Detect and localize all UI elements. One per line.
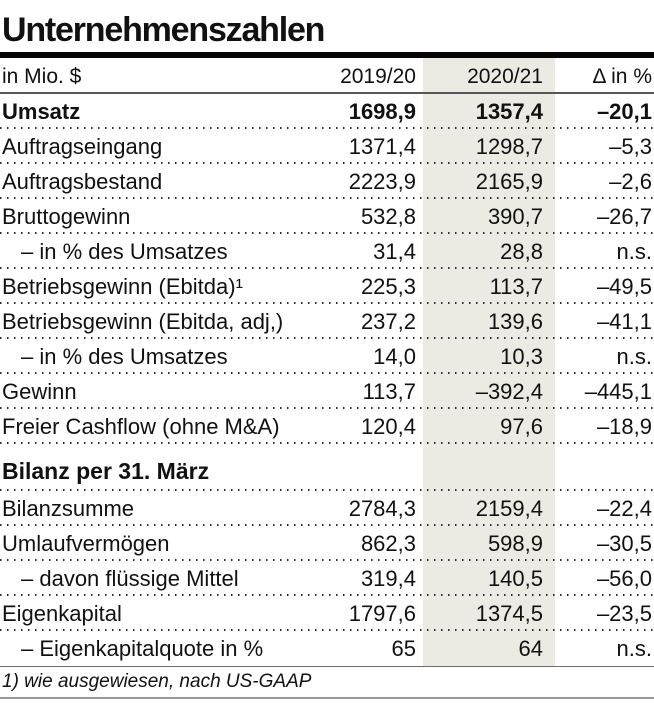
value-delta: –23,5: [596, 600, 652, 626]
row-label: Betriebsgewinn (Ebitda)¹: [2, 273, 243, 299]
value-2020-21: 1357,4: [475, 98, 543, 124]
value-2020-21: 2159,4: [475, 495, 543, 521]
value-2019-20: 65: [391, 635, 416, 661]
value-2019-20: 2784,3: [348, 495, 416, 521]
table-row: Bilanzsumme 2784,3 2159,4 –22,4: [0, 491, 654, 526]
value-delta: n.s.: [616, 238, 652, 264]
value-delta: n.s.: [616, 635, 652, 661]
value-2019-20: 532,8: [360, 203, 416, 229]
value-2020-21: 598,9: [487, 530, 543, 556]
table-header-row: in Mio. $ 2019/20 2020/21 Δ in %: [0, 58, 654, 94]
value-2020-21: 2165,9: [475, 168, 543, 194]
column-header-delta: Δ in %: [592, 65, 652, 88]
row-label: Bruttogewinn: [2, 203, 131, 229]
value-2020-21: 139,6: [487, 308, 543, 334]
table-row: Freier Cashflow (ohne M&A) 120,4 97,6 –18,9: [0, 409, 654, 444]
table-row: Gewinn 113,7 –392,4 –445,1: [0, 374, 654, 409]
row-label: Betriebsgewinn (Ebitda, adj,): [2, 308, 284, 334]
value-delta: –56,0: [596, 565, 652, 591]
page-title: Unternehmenszahlen: [2, 11, 325, 49]
table-row: Betriebsgewinn (Ebitda, adj,) 237,2 139,6 –…: [0, 304, 654, 339]
value-delta: –26,7: [596, 203, 652, 229]
table-row: Auftragsbestand 2223,9 2165,9 –2,6: [0, 164, 654, 199]
value-2019-20: 1371,4: [348, 133, 416, 159]
value-delta: –41,1: [596, 308, 652, 334]
column-header-2020-21: 2020/21: [467, 65, 543, 88]
highlight-column-band: [423, 58, 555, 666]
table-row: Auftragseingang 1371,4 1298,7 –5,3: [0, 129, 654, 164]
value-delta: –30,5: [596, 530, 652, 556]
table-body: Umsatz 1698,9 1357,4 –20,1 Auftragseingang 13…: [0, 94, 654, 666]
value-2019-20: 120,4: [360, 413, 416, 439]
table-row: – in % des Umsatzes 14,0 10,3 n.s.: [0, 339, 654, 374]
value-2020-21: 10,3: [500, 343, 543, 369]
table-row: Bruttogewinn 532,8 390,7 –26,7: [0, 199, 654, 234]
value-delta: –2,6: [609, 168, 652, 194]
value-2020-21: 1298,7: [475, 133, 543, 159]
row-label: – davon flüssige Mittel: [21, 565, 239, 591]
row-label: Freier Cashflow (ohne M&A): [2, 413, 280, 439]
value-delta: n.s.: [616, 343, 652, 369]
value-delta: –22,4: [596, 495, 652, 521]
value-2019-20: 862,3: [360, 530, 416, 556]
footnote: 1) wie ausgewiesen, nach US-GAAP: [0, 666, 654, 697]
value-2020-21: 1374,5: [475, 600, 543, 626]
value-2020-21: 390,7: [487, 203, 543, 229]
value-delta: –18,9: [596, 413, 652, 439]
financial-table: in Mio. $ 2019/20 2020/21 Δ in % Umsatz 1…: [0, 58, 654, 666]
row-label: – in % des Umsatzes: [21, 343, 228, 369]
value-2019-20: 237,2: [360, 308, 416, 334]
row-label: Auftragsbestand: [2, 168, 163, 194]
value-2020-21: 140,5: [487, 565, 543, 591]
value-delta: –5,3: [609, 133, 652, 159]
value-2019-20: 31,4: [373, 238, 416, 264]
row-label: Umsatz: [2, 98, 81, 124]
table-row: – davon flüssige Mittel 319,4 140,5 –56,0: [0, 561, 654, 596]
value-2019-20: 1797,6: [348, 600, 416, 626]
table-row: Umlaufvermögen 862,3 598,9 –30,5: [0, 526, 654, 561]
value-2019-20: 14,0: [373, 343, 416, 369]
row-label: Gewinn: [2, 378, 77, 404]
value-2020-21: 113,7: [489, 273, 543, 299]
value-2020-21: –392,4: [475, 378, 543, 404]
value-delta: –20,1: [596, 98, 652, 124]
table-row: Umsatz 1698,9 1357,4 –20,1: [0, 94, 654, 129]
row-label: Umlaufvermögen: [2, 530, 170, 556]
bottom-rule: [0, 697, 654, 699]
row-label: Auftragseingang: [2, 133, 163, 159]
row-label: Bilanzsumme: [2, 495, 135, 521]
value-delta: –445,1: [584, 378, 652, 404]
value-2020-21: 97,6: [500, 413, 543, 439]
top-heavy-rule: [0, 52, 654, 58]
value-2019-20: 319,4: [360, 565, 416, 591]
table-row: Betriebsgewinn (Ebitda)¹ 225,3 113,7 –49,5: [0, 269, 654, 304]
row-label: – Eigenkapitalquote in %: [21, 635, 264, 661]
table-row: – in % des Umsatzes 31,4 28,8 n.s.: [0, 234, 654, 269]
table-row: Eigenkapital 1797,6 1374,5 –23,5: [0, 596, 654, 631]
table-row: – Eigenkapitalquote in % 65 64 n.s.: [0, 631, 654, 666]
value-2020-21: 64: [518, 635, 543, 661]
value-2019-20: 2223,9: [348, 168, 416, 194]
value-delta: –49,5: [596, 273, 652, 299]
value-2019-20: 1698,9: [348, 98, 416, 124]
footnote-text: 1) wie ausgewiesen, nach US-GAAP: [2, 671, 312, 692]
value-2019-20: 113,7: [362, 378, 416, 404]
column-header-unit: in Mio. $: [2, 65, 82, 88]
row-label: Bilanz per 31. März: [2, 458, 210, 484]
section-header-row: Bilanz per 31. März: [0, 444, 654, 491]
value-2020-21: 28,8: [500, 238, 543, 264]
value-2019-20: 225,3: [360, 273, 416, 299]
row-label: – in % des Umsatzes: [21, 238, 228, 264]
row-label: Eigenkapital: [2, 600, 122, 626]
column-header-2019-20: 2019/20: [340, 65, 416, 88]
